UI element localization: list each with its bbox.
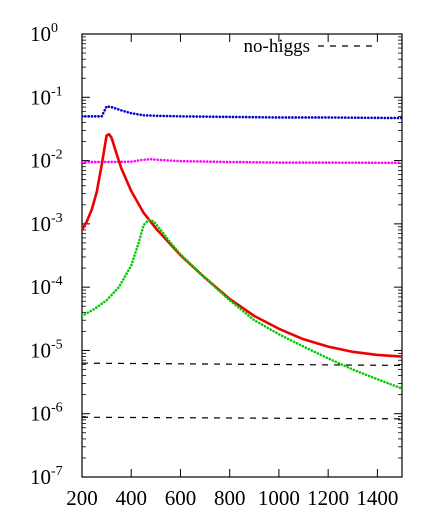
series-1-line [82, 157, 402, 165]
y-tick-base: 10 [30, 149, 51, 173]
series-3-line [82, 218, 402, 390]
plot-frame [81, 33, 403, 478]
y-tick-exponent: 0 [51, 21, 58, 36]
x-axis: 200 400 600 800 1000 1200 1400 [66, 34, 398, 510]
series-2-line [82, 133, 402, 358]
y-tick-exponent: -5 [51, 337, 63, 352]
y-tick-base: 10 [30, 212, 51, 236]
y-tick-base: 10 [30, 85, 51, 109]
x-tick-label: 1400 [356, 486, 398, 510]
x-tick-label: 1000 [258, 486, 300, 510]
y-tick-label: 10-1 [30, 84, 63, 109]
x-tick-label: 200 [66, 486, 98, 510]
x-tick-label: 1200 [307, 486, 349, 510]
y-tick-label: 10-5 [30, 337, 63, 362]
series-0-line [82, 105, 402, 120]
y-tick-exponent: -1 [51, 84, 63, 99]
y-tick-exponent: -6 [51, 401, 63, 416]
legend-label: no-higgs [244, 36, 311, 57]
y-tick-label: 100 [30, 21, 58, 46]
y-tick-exponent: -2 [51, 148, 63, 163]
y-tick-base: 10 [30, 402, 51, 426]
legend: no-higgs [244, 36, 372, 57]
y-tick-label: 10-7 [30, 464, 63, 489]
y-tick-exponent: -4 [51, 274, 63, 289]
series-layer [82, 105, 402, 420]
y-tick-label: 10-2 [30, 148, 63, 173]
axis-frame [81, 33, 403, 478]
y-tick-base: 10 [30, 338, 51, 362]
y-tick-base: 10 [30, 22, 51, 46]
y-tick-base: 10 [30, 275, 51, 299]
y-tick-label: 10-3 [30, 211, 63, 236]
series-4-line [82, 362, 402, 366]
y-tick-label: 10-4 [30, 274, 63, 299]
x-tick-label: 600 [165, 486, 197, 510]
y-tick-exponent: -3 [51, 211, 63, 226]
y-tick-label: 10-6 [30, 401, 63, 426]
series-5-line [82, 416, 402, 420]
x-tick-label: 400 [115, 486, 147, 510]
x-tick-label: 800 [214, 486, 246, 510]
y-tick-exponent: -7 [51, 464, 63, 479]
y-tick-base: 10 [30, 465, 51, 489]
